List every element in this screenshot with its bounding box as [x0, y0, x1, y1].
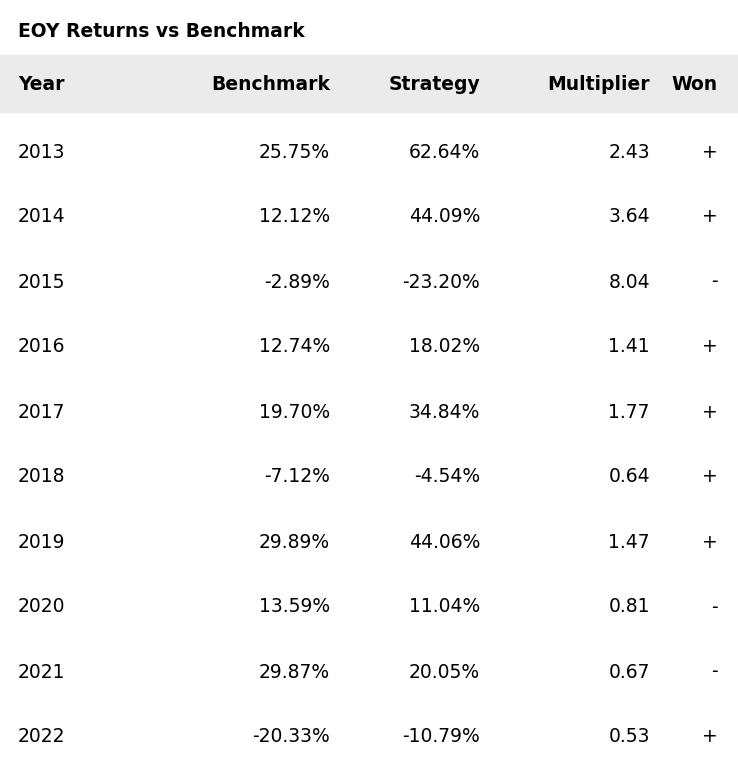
Text: 11.04%: 11.04%: [409, 597, 480, 617]
Text: -: -: [711, 273, 718, 292]
Text: 2016: 2016: [18, 338, 66, 356]
Text: 2020: 2020: [18, 597, 66, 617]
Text: 25.75%: 25.75%: [259, 142, 330, 162]
Text: 2014: 2014: [18, 208, 66, 227]
Text: 1.77: 1.77: [609, 402, 650, 421]
Text: 44.06%: 44.06%: [409, 532, 480, 552]
Text: 2015: 2015: [18, 273, 66, 292]
Text: 0.81: 0.81: [609, 597, 650, 617]
Text: 62.64%: 62.64%: [409, 142, 480, 162]
Text: 1.47: 1.47: [608, 532, 650, 552]
Text: -20.33%: -20.33%: [252, 728, 330, 747]
Text: 2.43: 2.43: [608, 142, 650, 162]
Text: 0.53: 0.53: [609, 728, 650, 747]
Text: Won: Won: [672, 74, 718, 93]
Text: +: +: [703, 208, 718, 227]
Text: 34.84%: 34.84%: [409, 402, 480, 421]
Text: -7.12%: -7.12%: [264, 467, 330, 486]
Text: 3.64: 3.64: [608, 208, 650, 227]
Text: EOY Returns vs Benchmark: EOY Returns vs Benchmark: [18, 22, 305, 41]
Text: +: +: [703, 467, 718, 486]
Text: 18.02%: 18.02%: [409, 338, 480, 356]
Text: -10.79%: -10.79%: [402, 728, 480, 747]
Text: +: +: [703, 728, 718, 747]
Text: 29.87%: 29.87%: [259, 663, 330, 682]
Text: Benchmark: Benchmark: [211, 74, 330, 93]
Text: 12.12%: 12.12%: [259, 208, 330, 227]
Text: 44.09%: 44.09%: [409, 208, 480, 227]
Text: -2.89%: -2.89%: [264, 273, 330, 292]
Text: 0.64: 0.64: [608, 467, 650, 486]
Text: +: +: [703, 532, 718, 552]
Text: -23.20%: -23.20%: [402, 273, 480, 292]
Text: -: -: [711, 663, 718, 682]
Text: +: +: [703, 338, 718, 356]
Text: 2017: 2017: [18, 402, 66, 421]
Text: 19.70%: 19.70%: [259, 402, 330, 421]
Text: -4.54%: -4.54%: [414, 467, 480, 486]
Text: 2019: 2019: [18, 532, 66, 552]
Text: -: -: [711, 597, 718, 617]
Text: 2022: 2022: [18, 728, 66, 747]
Text: 20.05%: 20.05%: [409, 663, 480, 682]
Text: +: +: [703, 142, 718, 162]
Text: Year: Year: [18, 74, 64, 93]
Text: 8.04: 8.04: [608, 273, 650, 292]
Text: 12.74%: 12.74%: [259, 338, 330, 356]
Text: 1.41: 1.41: [608, 338, 650, 356]
Text: +: +: [703, 402, 718, 421]
Text: 2018: 2018: [18, 467, 66, 486]
Text: 2021: 2021: [18, 663, 66, 682]
Text: Multiplier: Multiplier: [548, 74, 650, 93]
Text: 2013: 2013: [18, 142, 66, 162]
Text: Strategy: Strategy: [388, 74, 480, 93]
Text: 13.59%: 13.59%: [259, 597, 330, 617]
Text: 0.67: 0.67: [609, 663, 650, 682]
Text: 29.89%: 29.89%: [259, 532, 330, 552]
Bar: [0, 55, 738, 113]
